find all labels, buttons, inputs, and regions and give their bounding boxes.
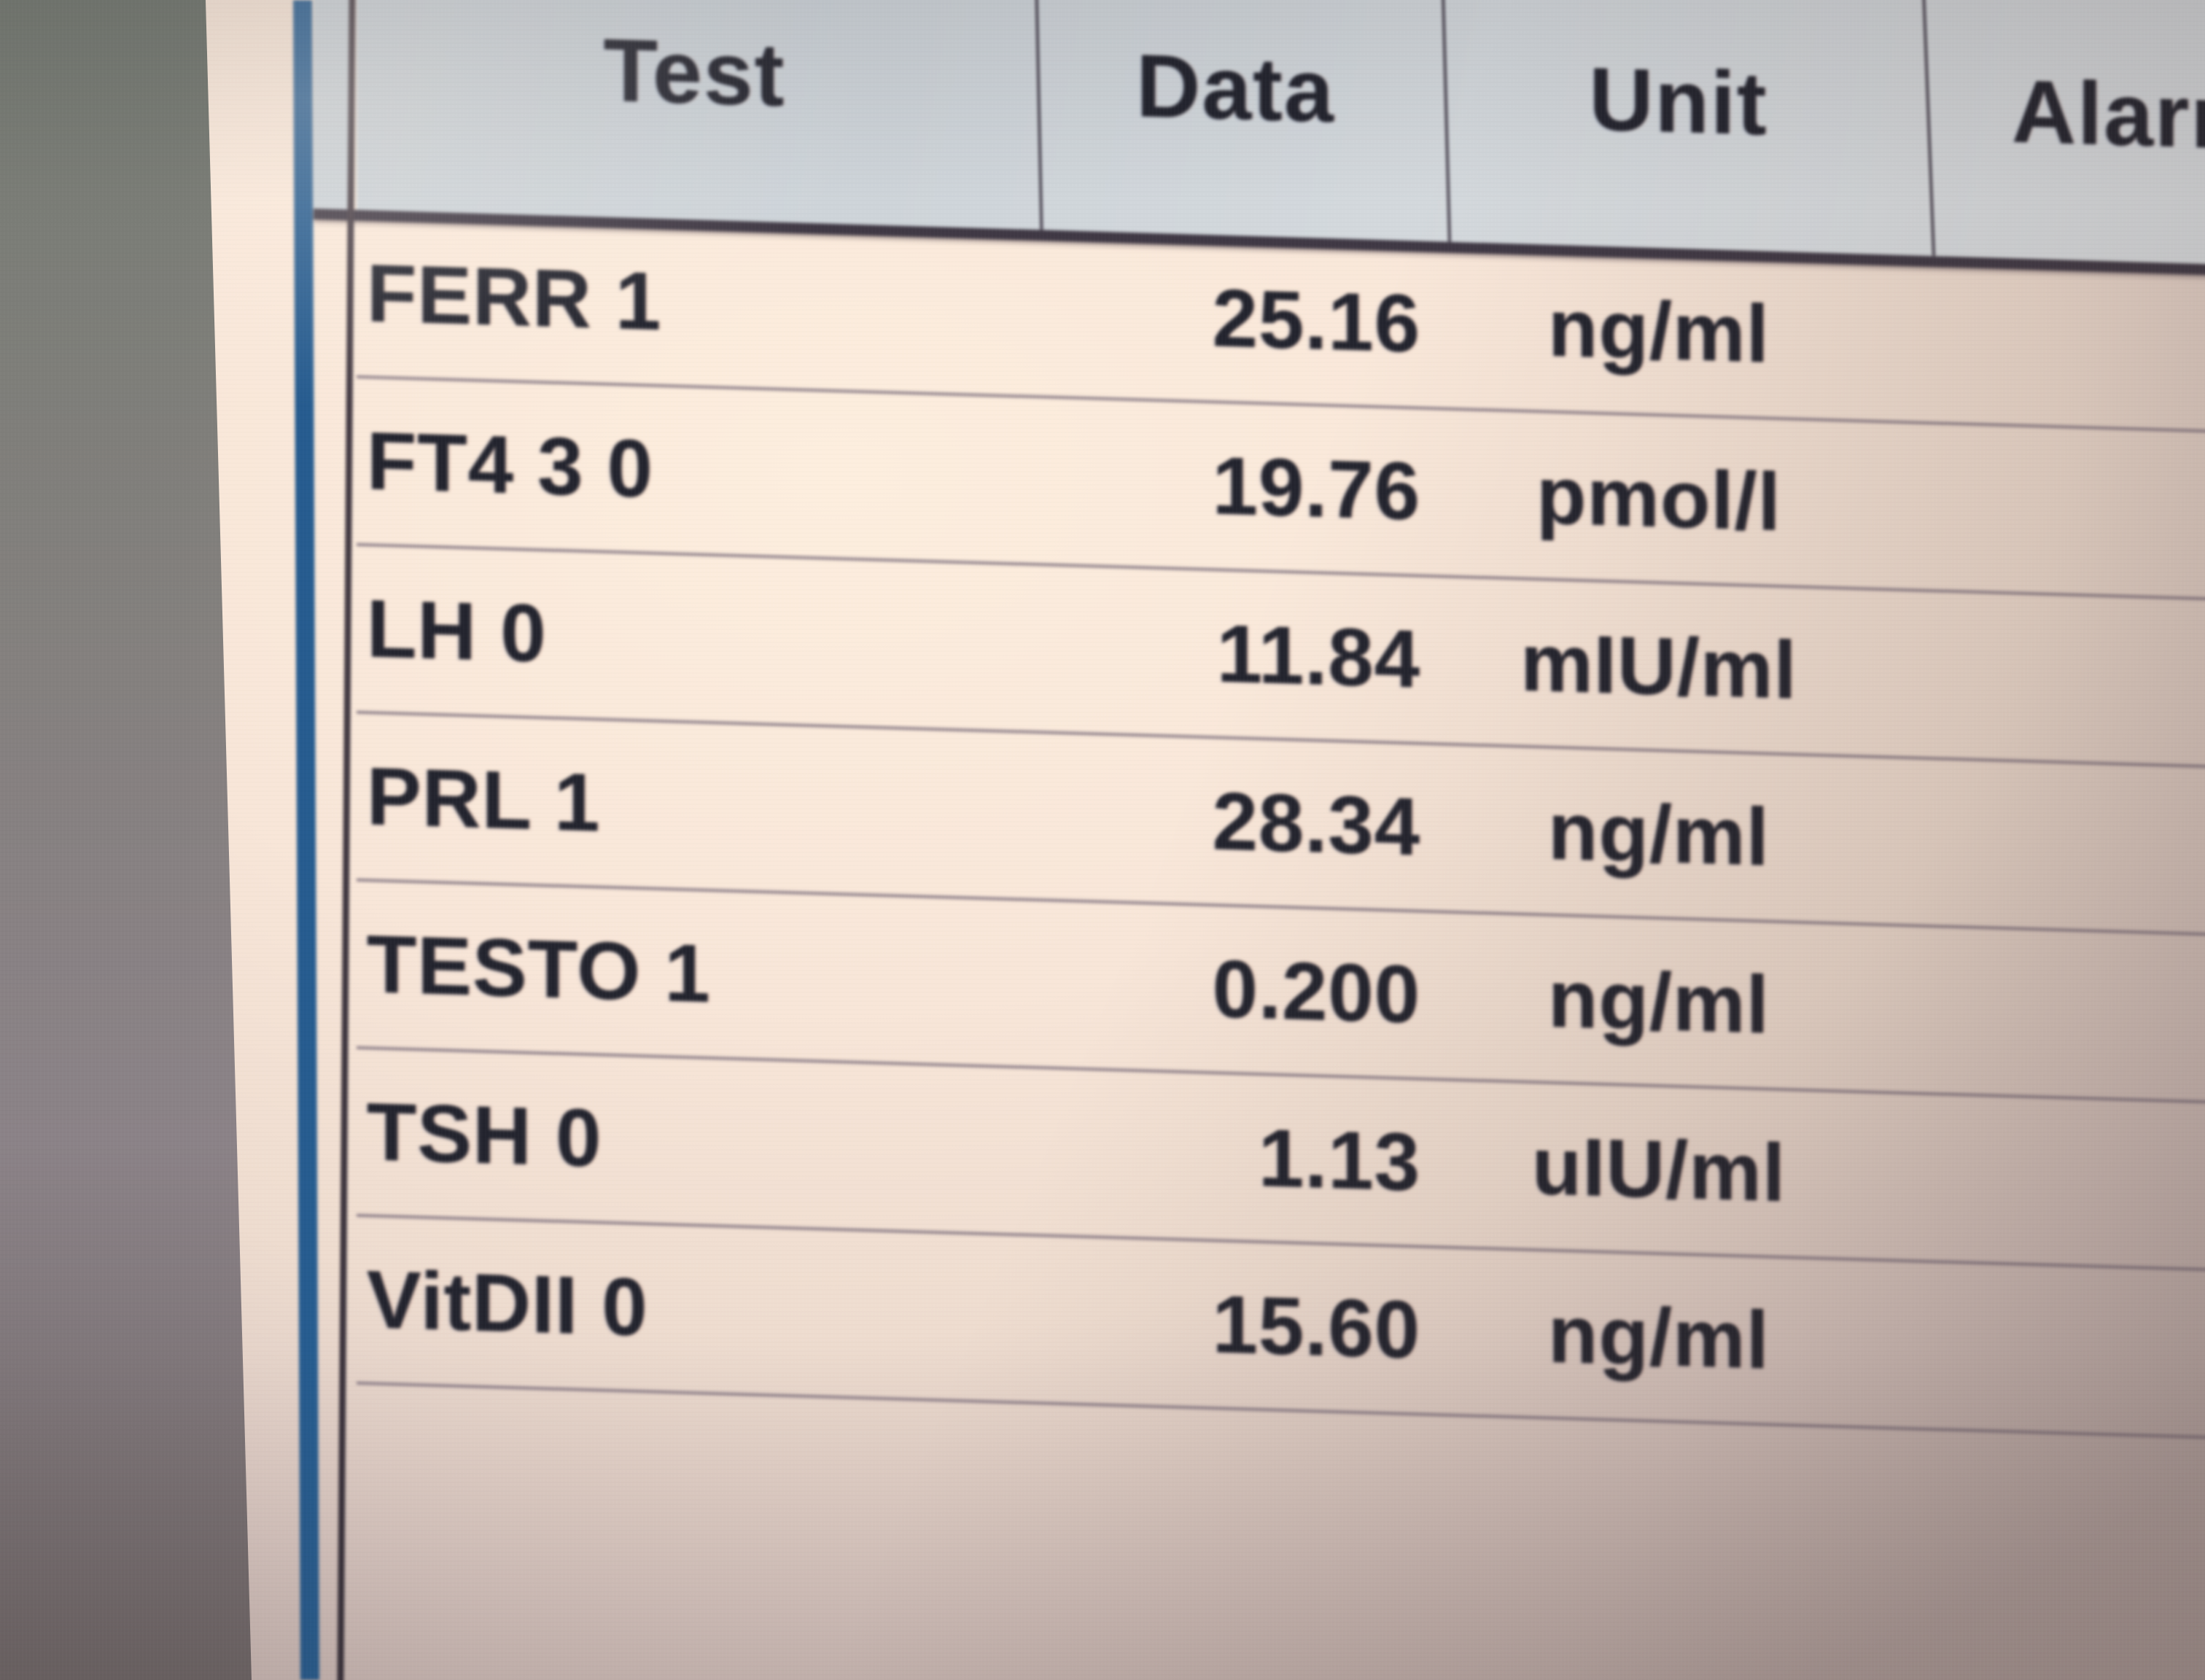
- data-value-cell: 11.84: [1216, 607, 1420, 705]
- data-value-cell: 15.60: [1212, 1278, 1420, 1376]
- data-value-cell: 19.76: [1212, 440, 1420, 537]
- table-gutter: [314, 0, 350, 210]
- data-value-cell: 0.200: [1212, 943, 1420, 1041]
- data-value-cell: 1.13: [1259, 1112, 1420, 1208]
- unit-cell: mIU/ml: [1520, 616, 1797, 716]
- table-body: FERR 1 25.16 ng/ml FT4 3 0 19.76 pmol/l …: [357, 0, 2205, 1680]
- unit-cell: ng/ml: [1548, 281, 1770, 380]
- table-left-border: [335, 0, 357, 1680]
- unit-cell: ng/ml: [1548, 952, 1770, 1051]
- unit-cell: ng/ml: [1548, 785, 1770, 883]
- results-table: Test Data Unit Alarm FERR 1 25.16 ng/ml …: [314, 0, 2205, 1680]
- unit-cell: ng/ml: [1548, 1288, 1770, 1386]
- data-value-cell: 28.34: [1212, 775, 1420, 873]
- data-value-cell: 25.16: [1212, 272, 1420, 370]
- unit-cell: uIU/ml: [1531, 1120, 1786, 1219]
- unit-cell: pmol/l: [1536, 449, 1781, 548]
